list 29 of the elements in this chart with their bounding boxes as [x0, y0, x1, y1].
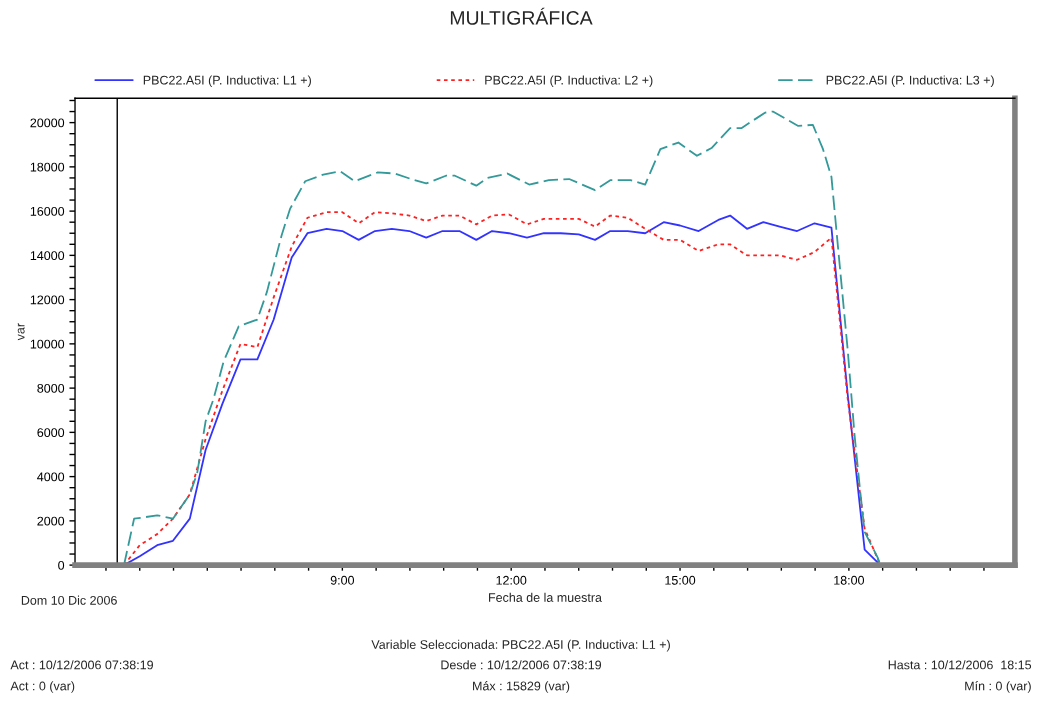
text: Dom 10 Dic 2006	[21, 595, 117, 605]
y-tick-label: 18000	[30, 162, 65, 172]
y-tick-label: 8000	[37, 383, 65, 393]
y-tick-label: 2000	[37, 516, 65, 526]
y-tick-label: 16000	[30, 206, 65, 216]
y-tick-label: 10000	[30, 339, 65, 349]
y-tick-label: 0	[58, 560, 65, 570]
x-tick-label: 18:00	[834, 575, 865, 585]
y-tick-label: 6000	[37, 428, 65, 438]
x-tick-label: 9:00	[330, 575, 355, 585]
chart-title: MULTIGRÁFICA	[450, 7, 593, 25]
y-tick-label: 12000	[30, 295, 65, 305]
y-tick-label: 4000	[37, 472, 65, 482]
text: Act : 0 (var)	[10, 681, 75, 693]
legend-label: PBC22.A5I (P. Inductiva: L1 +)	[143, 75, 311, 88]
y-tick-label: 14000	[30, 251, 65, 261]
text: Act : 10/12/2006 07:38:19	[10, 660, 153, 670]
text: Desde : 10/12/2006 07:38:19	[441, 660, 602, 670]
x-tick-label: 15:00	[665, 575, 696, 585]
x-axis-title: Fecha de la muestra	[489, 592, 602, 602]
legend-label: PBC22.A5I (P. Inductiva: L3 +)	[826, 75, 994, 88]
text: Mín : 0 (var)	[965, 681, 1031, 693]
text: Máx : 15829 (var)	[473, 681, 570, 693]
x-tick-label: 12:00	[496, 575, 527, 585]
y-tick-label: 20000	[30, 118, 65, 128]
text: Hasta : 10/12/2006 18:15	[888, 660, 1032, 670]
legend-label: PBC22.A5I (P. Inductiva: L2 +)	[485, 75, 653, 88]
y-axis-title: var	[17, 323, 25, 341]
text: Variable Seleccionada: PBC22.A5I (P. Inductiva: L1 +)	[371, 639, 670, 652]
